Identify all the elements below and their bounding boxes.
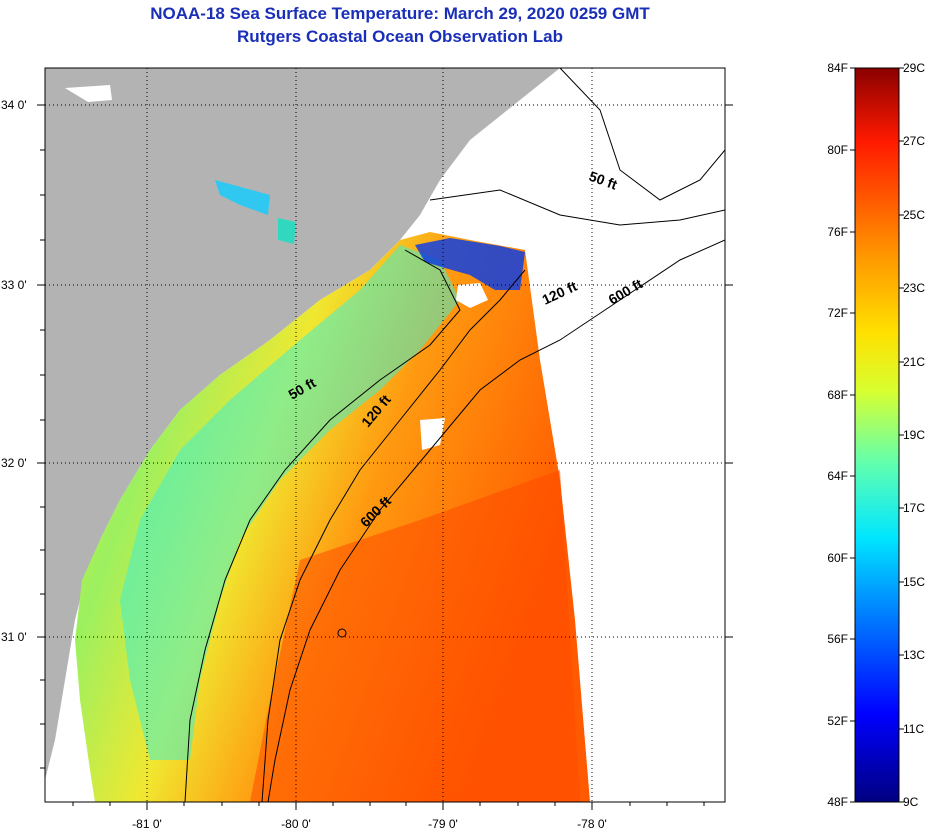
land-mass (45, 68, 560, 780)
lon-label: -78 0' (577, 817, 607, 831)
colorbar-c-label: 9C (903, 795, 919, 809)
colorbar-f-label: 72F (827, 306, 848, 320)
colorbar-c-label: 23C (903, 281, 925, 295)
colorbar-c-label: 29C (903, 61, 925, 75)
colorbar-c-label: 17C (903, 501, 925, 515)
cloud-gap (65, 85, 112, 102)
cloud-gap (420, 418, 445, 450)
axis-ticks (37, 104, 733, 810)
lon-label: -81 0' (132, 817, 162, 831)
colorbar-f-label: 64F (827, 469, 848, 483)
map-subtitle: Rutgers Coastal Ocean Observation Lab (237, 27, 563, 46)
colorbar-c-label: 15C (903, 575, 925, 589)
colorbar-c-label: 11C (903, 722, 924, 736)
sst-patch (278, 218, 296, 244)
cold-plume (415, 238, 525, 290)
colorbar-c-label: 19C (903, 428, 925, 442)
colorbar-f-label: 56F (827, 632, 848, 646)
depth-contours (184, 68, 725, 802)
colorbar-f-label: 60F (827, 551, 848, 565)
colorbar-f-label: 68F (827, 388, 848, 402)
graticule (45, 68, 725, 802)
lat-label: 34 0' (1, 98, 27, 112)
cloud-gap (456, 283, 488, 308)
colorbar: 84F 80F 76F 72F 68F 64F 60F 56F 52F 48F … (827, 61, 925, 809)
contour-120ft-ne (429, 189, 725, 226)
colorbar-f-label: 76F (827, 225, 848, 239)
lat-label: 31 0' (1, 630, 27, 644)
map-frame (44, 67, 726, 803)
contour-50ft (184, 249, 461, 802)
lon-label: -79 0' (428, 817, 458, 831)
colorbar-f-label: 52F (827, 714, 848, 728)
colorbar-c-label: 21C (903, 355, 925, 369)
colorbar-c-label: 27C (903, 134, 925, 148)
colorbar-f-label: 84F (827, 61, 848, 75)
contour-600ft (267, 239, 725, 802)
colorbar-f-label: 48F (827, 795, 848, 809)
coastal-cool-band (120, 245, 460, 760)
colorbar-f-label: 80F (827, 143, 848, 157)
colorbar-c-label: 25C (903, 208, 925, 222)
map-title: NOAA-18 Sea Surface Temperature: March 2… (150, 4, 650, 23)
contour-50ft-ne (559, 68, 725, 201)
lon-label: -80 0' (281, 817, 311, 831)
lat-label: 32 0' (1, 456, 27, 470)
colorbar-gradient (854, 67, 900, 803)
colorbar-c-label: 13C (903, 648, 925, 662)
lat-label: 33 0' (1, 278, 27, 292)
sst-patch (215, 180, 270, 215)
warm-core (250, 470, 580, 802)
contour-120ft (261, 269, 526, 802)
